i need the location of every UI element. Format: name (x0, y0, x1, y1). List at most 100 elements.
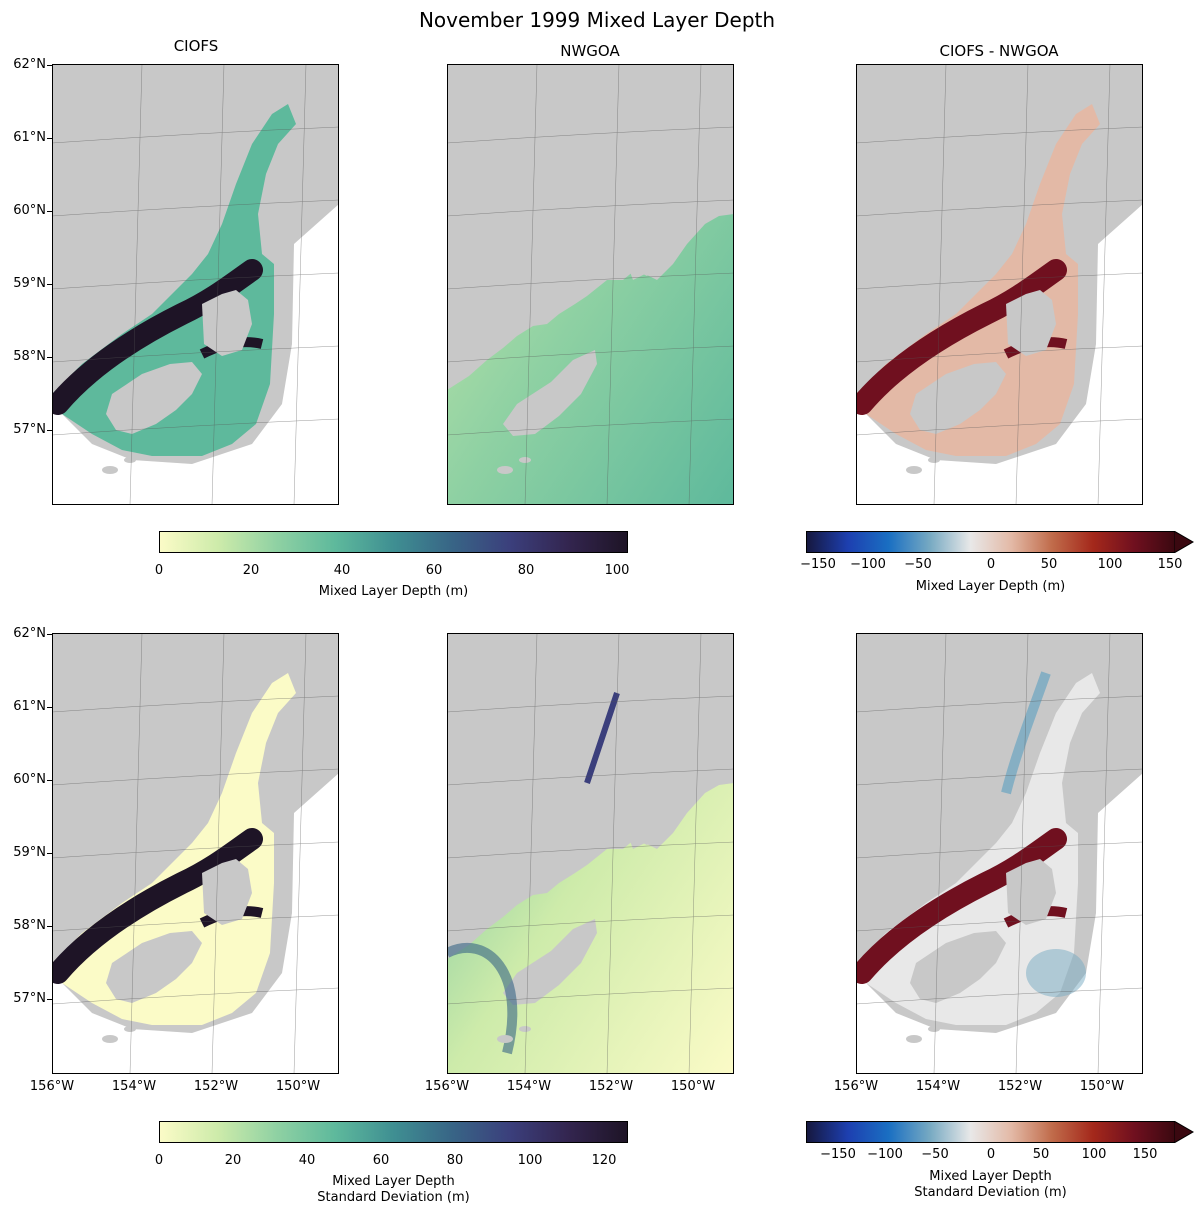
map-nwgoa-mean (447, 64, 734, 505)
colorbar-tick: −150 (820, 1147, 856, 1162)
deep-channel (52, 259, 263, 415)
lon-label: 154°W (506, 1079, 552, 1094)
graticule (52, 64, 339, 505)
map-nwgoa-std (447, 633, 734, 1074)
small-island (124, 457, 136, 463)
island (503, 350, 597, 436)
colorbar-tick: 40 (298, 1153, 316, 1168)
colorbar-label-line2: Standard Deviation (m) (914, 1185, 1067, 1200)
colorbar-tick: 40 (333, 563, 351, 578)
colorbar-mean-sequential (159, 531, 628, 553)
deep-channel (856, 259, 1067, 415)
colorbar-mean-diverging (806, 531, 1175, 553)
ocean-outside-domain (52, 773, 339, 1074)
small-island (519, 1026, 531, 1032)
small-island (102, 1035, 118, 1043)
map-ciofs-mean (52, 64, 339, 505)
colorbar-extend-arrow (1174, 1121, 1194, 1143)
colorbar-tick: 0 (986, 1147, 996, 1162)
lon-label: 156°W (424, 1079, 470, 1094)
high-variance-band (447, 943, 518, 1055)
colorbar-tick: −100 (867, 1147, 903, 1162)
lon-label: 150°W (1079, 1079, 1125, 1094)
peninsula (1006, 290, 1056, 356)
colorbar-tick: 100 (1097, 557, 1123, 572)
lat-label: 62°N (13, 57, 46, 72)
map-difference-std (856, 633, 1143, 1074)
lon-label: 152°W (193, 1079, 239, 1094)
lon-label: 152°W (997, 1079, 1043, 1094)
colorbar-tick: 150 (1132, 1147, 1158, 1162)
figure-title: November 1999 Mixed Layer Depth (418, 8, 776, 32)
lon-label: 156°W (833, 1079, 879, 1094)
colorbar-extend-arrow (1174, 531, 1194, 553)
land (447, 64, 734, 390)
colorbar-tick: 60 (425, 563, 443, 578)
lat-label: 57°N (13, 422, 46, 437)
ocean-outside-domain (52, 204, 339, 505)
column-title-difference: CIOFS - NWGOA (939, 42, 1059, 60)
small-island (102, 466, 118, 474)
lon-label: 156°W (29, 1079, 75, 1094)
colorbar-tick: 150 (1157, 557, 1183, 572)
small-island (906, 466, 922, 474)
land (627, 633, 734, 849)
lon-label: 150°W (670, 1079, 716, 1094)
colorbar-tick: 100 (517, 1153, 543, 1168)
lat-label: 60°N (13, 772, 46, 787)
graticule (52, 633, 339, 1074)
colorbar-std-diverging (806, 1121, 1175, 1143)
lon-label: 150°W (275, 1079, 321, 1094)
lon-label: 154°W (111, 1079, 157, 1094)
small-island (928, 457, 940, 463)
island (910, 362, 1006, 434)
lat-label: 61°N (13, 130, 46, 145)
peninsula (1006, 859, 1056, 925)
graticule (856, 64, 1143, 505)
deep-channel (52, 828, 263, 984)
colorbar-tick: 20 (224, 1153, 242, 1168)
colorbar-tick: 20 (242, 563, 260, 578)
colorbar-tick: 120 (591, 1153, 617, 1168)
colorbar-label-line1: Mixed Layer Depth (332, 1174, 455, 1189)
negative-diff-band (1001, 671, 1051, 795)
lat-label: 58°N (13, 349, 46, 364)
small-island (124, 1026, 136, 1032)
column-title-ciofs: CIOFS (173, 37, 219, 55)
map-difference-mean (856, 64, 1143, 505)
deep-channel (856, 828, 1067, 984)
colorbar-tick: 60 (372, 1153, 390, 1168)
island (106, 362, 202, 434)
column-title-nwgoa: NWGOA (560, 42, 620, 60)
colorbar-tick: −50 (921, 1147, 949, 1162)
land (627, 64, 734, 280)
colorbar-label: Mixed Layer Depth (m) (915, 579, 1066, 594)
small-island (497, 1035, 513, 1043)
colorbar-tick: 50 (1040, 557, 1058, 572)
colorbar-tick: 0 (154, 1153, 164, 1168)
lat-label: 61°N (13, 699, 46, 714)
ocean-outside-domain (856, 773, 1143, 1074)
colorbar-tick: 80 (517, 563, 535, 578)
peninsula (202, 859, 252, 925)
lat-label: 62°N (13, 626, 46, 641)
colorbar-tick: 50 (1032, 1147, 1050, 1162)
colorbar-std-sequential (159, 1121, 628, 1143)
small-island (497, 466, 513, 474)
colorbar-tick: 0 (986, 557, 996, 572)
lat-label: 58°N (13, 918, 46, 933)
colorbar-tick: 100 (604, 563, 630, 578)
graticule (447, 633, 734, 1074)
ocean-outside-domain (856, 204, 1143, 505)
graticule (447, 64, 734, 505)
negative-diff-area (1026, 949, 1086, 997)
colorbar-tick: −100 (850, 557, 886, 572)
small-island (519, 457, 531, 463)
island (503, 919, 597, 1005)
island (106, 931, 202, 1003)
colorbar-tick: −50 (904, 557, 932, 572)
colorbar-tick: 80 (446, 1153, 464, 1168)
lat-label: 59°N (13, 276, 46, 291)
map-ciofs-std (52, 633, 339, 1074)
high-variance-channel (584, 692, 620, 784)
